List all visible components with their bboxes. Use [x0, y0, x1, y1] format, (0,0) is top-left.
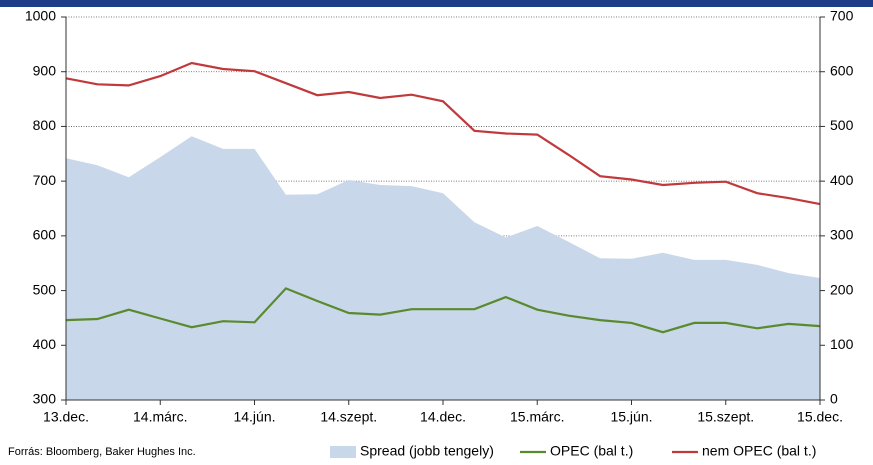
y2-tick-label: 600 [830, 62, 854, 78]
y-tick-label: 300 [33, 391, 57, 407]
x-tick-label: 14.jún. [233, 409, 275, 425]
x-tick-label: 15.márc. [510, 409, 564, 425]
y2-tick-label: 400 [830, 172, 854, 188]
y2-tick-label: 200 [830, 281, 854, 297]
y-tick-label: 500 [33, 281, 57, 297]
line [65, 287, 821, 334]
y2-tick-label: 700 [830, 8, 854, 24]
y-tick-label: 400 [33, 336, 57, 352]
y-tick-label: 600 [33, 227, 57, 243]
header-band [0, 0, 873, 7]
line [65, 61, 821, 206]
x-tick-label: 14.szept. [320, 409, 377, 425]
y-tick-label: 700 [33, 172, 57, 188]
x-tick-label: 13.dec. [43, 409, 89, 425]
x-tick-label: 15.jún. [610, 409, 652, 425]
x-tick-label: 15.dec. [797, 409, 843, 425]
y-tick-label: 1000 [25, 8, 56, 24]
y2-tick-label: 500 [830, 117, 854, 133]
legend-label: Spread (jobb tengely) [360, 443, 494, 459]
x-tick-label: 14.márc. [133, 409, 187, 425]
y-tick-label: 800 [33, 117, 57, 133]
x-tick-label: 14.dec. [420, 409, 466, 425]
x-tick-label: 15.szept. [697, 409, 754, 425]
legend-label: OPEC (bal t.) [550, 443, 633, 459]
y2-tick-label: 100 [830, 336, 854, 352]
y2-tick-label: 300 [830, 227, 854, 243]
y2-tick-label: 0 [830, 391, 838, 407]
y-tick-label: 900 [33, 62, 57, 78]
area [66, 136, 820, 401]
legend-swatch [330, 446, 356, 458]
source-note: Forrás: Bloomberg, Baker Hughes Inc. [8, 446, 196, 458]
legend-label: nem OPEC (bal t.) [702, 443, 816, 459]
